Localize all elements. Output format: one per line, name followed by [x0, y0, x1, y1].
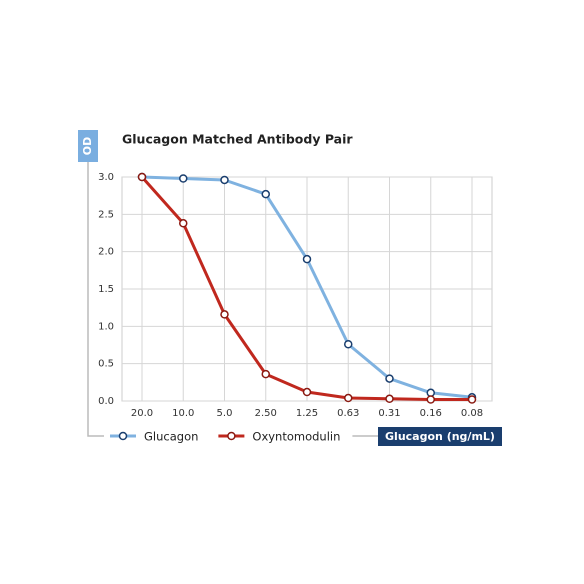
y-tick-label: 0.5 [98, 359, 114, 370]
legend-marker [118, 431, 128, 441]
x-tick-label: 20.0 [131, 408, 153, 419]
frame-line [87, 160, 104, 437]
point [302, 254, 312, 264]
point [179, 174, 188, 183]
point [261, 369, 270, 379]
point [220, 310, 229, 319]
legend-marker [227, 431, 236, 441]
chart-title: Glucagon Matched Antibody Pair [122, 132, 353, 147]
x-tick-label: 10.0 [172, 408, 194, 419]
y-label-box [78, 130, 98, 162]
point [220, 175, 229, 185]
y-tick-label: 0.0 [98, 396, 114, 407]
y-tick-label: 2.0 [98, 247, 114, 258]
x-tick-label: 0.63 [337, 408, 359, 419]
legend-label: Glucagon [144, 430, 198, 444]
y-axis-label: OD [81, 137, 94, 155]
point [467, 395, 477, 404]
point [179, 219, 188, 228]
x-tick-label: 0.31 [378, 408, 400, 419]
point [302, 387, 312, 397]
x-tick-label: 2.50 [255, 408, 277, 419]
point [261, 189, 270, 199]
x-tick-label: 5.0 [217, 408, 233, 419]
point [426, 395, 435, 404]
y-tick-label: 1.5 [98, 284, 114, 295]
point [344, 393, 353, 403]
x-tick-label: 0.08 [461, 408, 483, 419]
point [426, 388, 435, 398]
y-tick-label: 2.5 [98, 209, 114, 220]
point [344, 340, 353, 349]
point [385, 394, 394, 404]
x-tick-label: 1.25 [296, 408, 318, 419]
legend-label: Oxyntomodulin [252, 430, 340, 444]
y-tick-label: 3.0 [98, 172, 114, 183]
x-tick-label: 0.16 [420, 408, 442, 419]
point [137, 172, 147, 182]
y-tick-label: 1.0 [98, 321, 114, 332]
x-axis-label: Glucagon (ng/mL) [385, 430, 495, 443]
point [385, 374, 394, 383]
x-label-box [378, 427, 502, 446]
